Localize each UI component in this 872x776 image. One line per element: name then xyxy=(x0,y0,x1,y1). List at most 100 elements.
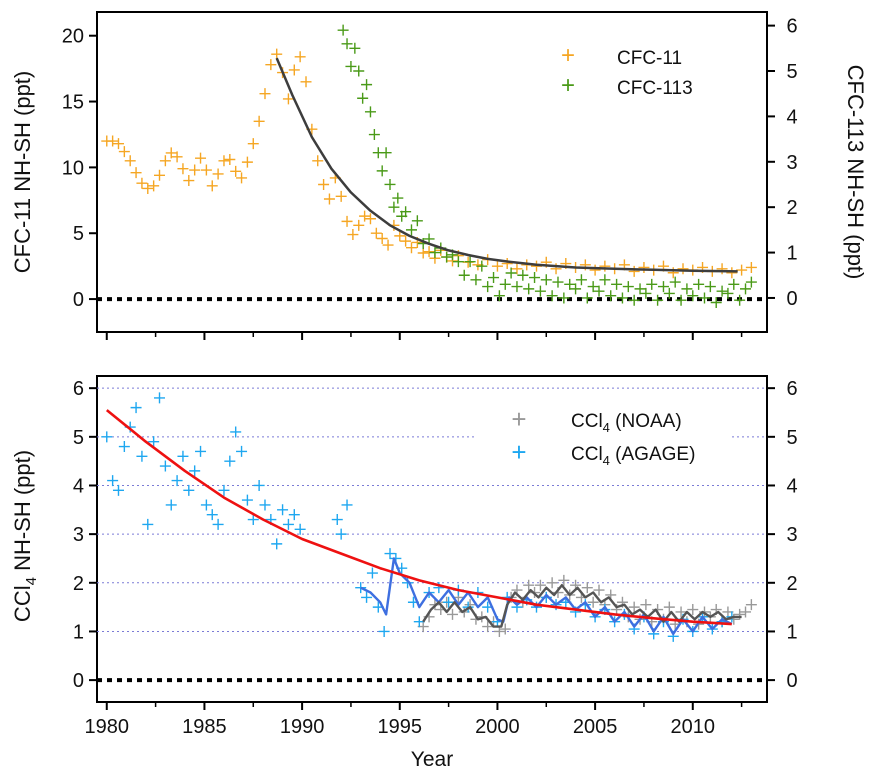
cfc113-point xyxy=(505,267,517,279)
cfc113-point xyxy=(441,251,453,263)
cfc11-point xyxy=(136,177,148,189)
cfc113-point xyxy=(611,278,623,290)
cfc11-point xyxy=(230,165,242,177)
cfc11-point xyxy=(638,261,650,273)
cfc11-point xyxy=(347,229,359,241)
left-y-tick-label: 5 xyxy=(73,427,84,449)
cfc11-fit-curve xyxy=(275,57,738,273)
agage-point xyxy=(341,499,353,511)
right-y-tick-label: 1 xyxy=(786,243,797,265)
cfc11-point xyxy=(341,215,353,227)
cfc11-point xyxy=(511,263,523,275)
cfc113-point xyxy=(353,65,365,77)
agage-legend-marker: + xyxy=(511,437,526,467)
noaa-point xyxy=(745,599,757,611)
agage-point xyxy=(282,518,294,530)
noaa-point xyxy=(734,608,746,620)
agage-point xyxy=(206,509,218,521)
cfc113-point xyxy=(716,285,728,297)
agage-point xyxy=(378,625,390,637)
agage-point xyxy=(230,426,242,438)
cfc11-point xyxy=(491,260,503,272)
cfc113-point xyxy=(341,38,353,50)
cfc11-point xyxy=(124,155,136,167)
x-tick-label: 1985 xyxy=(182,716,227,738)
agage-point xyxy=(183,484,195,496)
cfc113-point xyxy=(546,290,558,302)
agage-point xyxy=(118,441,130,453)
noaa-point xyxy=(546,577,558,589)
ccl4-panel: 0 1 2 3 4 5 6 0 1 2 3 4 5 6 1980 1985 1990 1995 2000 2005… xyxy=(10,375,798,771)
cfc11-point xyxy=(394,230,406,242)
cfc113-point xyxy=(681,283,693,295)
cfc113-point xyxy=(687,290,699,302)
cfc11-point xyxy=(271,48,283,60)
cfc113-point xyxy=(693,278,705,290)
right-y-tick-label: 2 xyxy=(786,573,797,595)
cfc11-point xyxy=(265,59,277,71)
x-tick-label: 1995 xyxy=(378,716,423,738)
left-y-tick-label: 5 xyxy=(73,223,84,245)
cfc113-point xyxy=(523,283,535,295)
cfc11-point xyxy=(206,180,218,192)
cfc11-point xyxy=(200,164,212,176)
left-y-tick-label: 0 xyxy=(73,670,84,692)
cfc113-point xyxy=(429,247,441,259)
agage-point xyxy=(189,465,201,477)
cfc113-point xyxy=(517,269,529,281)
agage-point xyxy=(277,504,289,516)
cfc11-point xyxy=(353,219,365,231)
noaa-point xyxy=(675,606,687,618)
agage-point xyxy=(212,518,224,530)
cfc113-point xyxy=(663,287,675,299)
left-y-tick-label: 6 xyxy=(73,378,84,400)
cfc113-point xyxy=(698,292,710,304)
cfc113-point xyxy=(529,272,541,284)
cfc113-point xyxy=(657,281,669,293)
cfc113-point xyxy=(570,283,582,295)
right-y-tick-label: 6 xyxy=(786,378,797,400)
cfc113-point xyxy=(710,296,722,308)
cfc11-point xyxy=(359,210,371,222)
cfc11-point xyxy=(677,263,689,275)
cfc113-point xyxy=(728,278,740,290)
agage-point xyxy=(171,475,183,487)
cfc113-point xyxy=(622,281,634,293)
cfc11-point xyxy=(259,88,271,100)
agage-point xyxy=(253,479,265,491)
agage-point xyxy=(142,518,154,530)
noaa-point xyxy=(663,601,675,613)
cfc11-point xyxy=(177,163,189,175)
right-y-tick-label: 6 xyxy=(786,16,797,38)
cfc11-point xyxy=(716,263,728,275)
agage-point xyxy=(224,455,236,467)
noaa-point xyxy=(534,579,546,591)
cfc11-point xyxy=(667,267,679,279)
agage-point xyxy=(177,450,189,462)
agage-point xyxy=(159,460,171,472)
cfc113-point xyxy=(493,290,505,302)
cfc113-point xyxy=(388,201,400,213)
left-y-tick-label: 15 xyxy=(62,92,84,114)
agage-point xyxy=(130,402,142,414)
right-y-tick-label: 5 xyxy=(786,427,797,449)
cfc113-point xyxy=(464,256,476,268)
cfc113-point xyxy=(357,92,369,104)
right-y-tick-label: 0 xyxy=(786,288,797,310)
cfc113-point xyxy=(458,269,470,281)
agage-point xyxy=(241,494,253,506)
cfc11-point xyxy=(370,227,382,239)
cfc-panel: 0 5 10 15 20 0 1 2 3 4 5 6 CFC-11 NH-SH (ppt) CFC-… xyxy=(10,11,868,340)
cfc11-point xyxy=(241,156,253,168)
agage-point xyxy=(165,499,177,511)
cfc11-point xyxy=(417,247,429,259)
agage-point xyxy=(294,523,306,535)
cfc11-point xyxy=(294,51,306,63)
top-right-axis-label: CFC-113 NH-SH (ppt) xyxy=(843,65,868,280)
cfc113-point xyxy=(364,106,376,118)
cfc11-legend-marker: + xyxy=(561,42,575,69)
x-tick-label: 1980 xyxy=(85,716,130,738)
cfc11-point xyxy=(253,115,265,127)
right-y-tick-label: 5 xyxy=(786,61,797,83)
agage-point xyxy=(288,509,300,521)
